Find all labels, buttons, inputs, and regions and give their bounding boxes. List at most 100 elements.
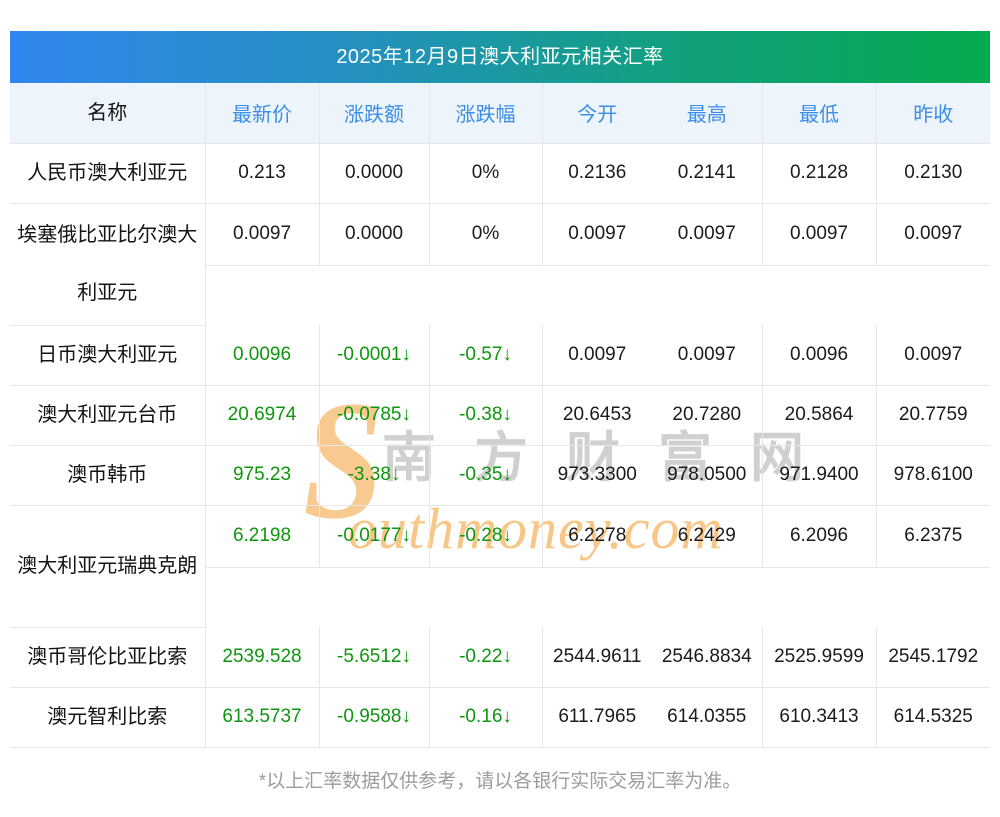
cell-low: 610.3413	[761, 687, 876, 748]
table-row: 澳币哥伦比亚比索 2539.528 -5.6512↓ -0.22↓ 2544.9611 2…	[10, 627, 990, 688]
cell-open: 0.0097	[541, 325, 652, 386]
disclaimer-text: *以上汇率数据仅供参考，请以各银行实际交易汇率为准。	[258, 770, 742, 792]
column-header-7: 昨收	[875, 83, 990, 144]
table-row: 澳大利亚元瑞典克朗 6.2198 -0.0177↓ -0.28↓ 6.2278 6.242…	[10, 505, 990, 628]
table-row: 澳元智利比索 613.5737 -0.9588↓ -0.16↓ 611.7965 614.…	[10, 687, 990, 748]
column-header-0: 名称	[10, 83, 206, 144]
cell-change: 0.0000	[318, 203, 429, 266]
column-header-2: 涨跌额	[318, 83, 429, 144]
cell-high: 978.0500	[652, 445, 762, 506]
cell-prev: 20.7759	[875, 385, 990, 446]
cell-open: 611.7965	[541, 687, 652, 748]
cell-prev: 0.2130	[875, 143, 990, 204]
row-name: 日币澳大利亚元	[10, 325, 206, 386]
cell-high: 0.0097	[652, 203, 762, 266]
row-name: 埃塞俄比亚比尔澳大利亚元	[10, 203, 206, 326]
spacer-cell	[652, 265, 762, 325]
cell-latest: 0.0096	[205, 325, 319, 386]
page-title: 2025年12月9日澳大利亚元相关汇率	[10, 31, 990, 83]
cell-change: -0.0785↓	[318, 385, 429, 446]
cell-prev: 0.0097	[875, 325, 990, 386]
cell-pct: -0.35↓	[428, 445, 542, 506]
cell-low: 20.5864	[761, 385, 876, 446]
spacer-cell	[319, 567, 429, 627]
spacer-cell	[652, 567, 762, 627]
spacer-cell	[762, 265, 876, 325]
spacer-cell	[876, 265, 990, 325]
exchange-rate-page: 2025年12月9日澳大利亚元相关汇率 S 南方财富网 outhmoney.co…	[10, 0, 990, 793]
cell-low: 0.2128	[761, 143, 876, 204]
cell-prev: 2545.1792	[875, 627, 990, 688]
cell-latest: 2539.528	[205, 627, 319, 688]
table-header-row: 名称 最新价 涨跌额 涨跌幅 今开 最高 最低 昨收	[10, 83, 990, 144]
cell-low: 971.9400	[761, 445, 876, 506]
cell-pct: -0.57↓	[428, 325, 542, 386]
cell-open: 2544.9611	[541, 627, 652, 688]
cell-latest: 20.6974	[205, 385, 319, 446]
cell-open: 0.2136	[541, 143, 652, 204]
cell-low: 6.2096	[761, 505, 876, 568]
column-header-1: 最新价	[205, 83, 319, 144]
spacer-cell	[876, 567, 990, 627]
cell-low: 0.0097	[761, 203, 876, 266]
cell-pct: 0%	[428, 203, 542, 266]
cell-latest: 6.2198	[205, 505, 319, 568]
cell-latest: 0.0097	[205, 203, 319, 266]
row-name: 澳币韩币	[10, 445, 206, 506]
cell-high: 0.0097	[652, 325, 762, 386]
cell-high: 614.0355	[652, 687, 762, 748]
row-name: 澳币哥伦比亚比索	[10, 627, 206, 688]
cell-high: 0.2141	[652, 143, 762, 204]
table-row: 澳大利亚元台币 20.6974 -0.0785↓ -0.38↓ 20.6453 20.72…	[10, 385, 990, 446]
cell-open: 20.6453	[541, 385, 652, 446]
cell-prev: 6.2375	[875, 505, 990, 568]
cell-prev: 978.6100	[875, 445, 990, 506]
table-row: 日币澳大利亚元 0.0096 -0.0001↓ -0.57↓ 0.0097 0.0097 0…	[10, 325, 990, 386]
spacer-cell	[205, 265, 319, 325]
spacer-cell	[542, 567, 652, 627]
table-header: 名称 最新价 涨跌额 涨跌幅 今开 最高 最低 昨收	[10, 83, 990, 144]
spacer-cell	[429, 265, 542, 325]
cell-open: 6.2278	[541, 505, 652, 568]
cell-latest: 613.5737	[205, 687, 319, 748]
cell-high: 2546.8834	[652, 627, 762, 688]
cell-low: 2525.9599	[761, 627, 876, 688]
table-row: 人民币澳大利亚元 0.213 0.0000 0% 0.2136 0.2141 0.2128 0…	[10, 143, 990, 204]
column-header-6: 最低	[761, 83, 876, 144]
spacer-cell	[319, 265, 429, 325]
spacer-cell	[542, 265, 652, 325]
table-row: 澳币韩币 975.23 -3.38↓ -0.35↓ 973.3300 978.0500 97…	[10, 445, 990, 506]
cell-pct: -0.28↓	[428, 505, 542, 568]
cell-change: -0.0177↓	[318, 505, 429, 568]
cell-prev: 0.0097	[875, 203, 990, 266]
row-name: 澳大利亚元台币	[10, 385, 206, 446]
cell-change: -0.0001↓	[318, 325, 429, 386]
spacer-cell	[205, 567, 319, 627]
cell-high: 20.7280	[652, 385, 762, 446]
rate-table-wrapper: S 南方财富网 outhmoney.com 名称 最新价 涨跌额 涨跌幅 今开 最高 最低昨…	[10, 83, 990, 748]
cell-pct: 0%	[428, 143, 542, 204]
cell-change: -3.38↓	[318, 445, 429, 506]
cell-pct: -0.38↓	[428, 385, 542, 446]
cell-pct: -0.22↓	[428, 627, 542, 688]
column-header-3: 涨跌幅	[428, 83, 542, 144]
cell-latest: 0.213	[205, 143, 319, 204]
cell-change: 0.0000	[318, 143, 429, 204]
cell-high: 6.2429	[652, 505, 762, 568]
cell-open: 973.3300	[541, 445, 652, 506]
cell-latest: 975.23	[205, 445, 319, 506]
row-name: 澳大利亚元瑞典克朗	[10, 505, 206, 628]
spacer-cell	[429, 567, 542, 627]
column-header-4: 今开	[541, 83, 652, 144]
cell-change: -5.6512↓	[318, 627, 429, 688]
cell-low: 0.0096	[761, 325, 876, 386]
row-name: 澳元智利比索	[10, 687, 206, 748]
cell-prev: 614.5325	[875, 687, 990, 748]
table-row: 埃塞俄比亚比尔澳大利亚元 0.0097 0.0000 0% 0.0097 0.0097 0.…	[10, 203, 990, 326]
cell-change: -0.9588↓	[318, 687, 429, 748]
table-body: 人民币澳大利亚元 0.213 0.0000 0% 0.2136 0.2141 0.2128 0…	[10, 143, 990, 748]
spacer-cell	[762, 567, 876, 627]
cell-pct: -0.16↓	[428, 687, 542, 748]
row-name: 人民币澳大利亚元	[10, 143, 206, 204]
exchange-rate-table: 名称 最新价 涨跌额 涨跌幅 今开 最高 最低 昨收 人民币澳大利亚元 0.213 0.0000 0…	[10, 83, 990, 748]
